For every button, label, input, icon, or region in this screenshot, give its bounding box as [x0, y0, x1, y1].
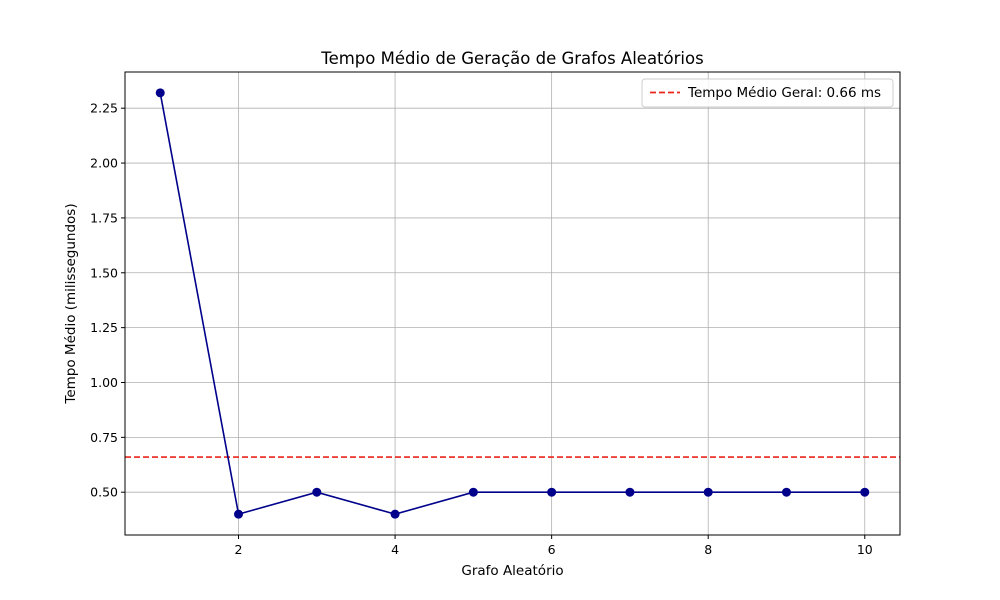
x-tick-label: 4 — [391, 542, 399, 557]
data-point — [155, 88, 165, 98]
data-point — [781, 487, 791, 497]
grid-lines — [125, 72, 900, 535]
legend-box — [641, 78, 894, 108]
x-tick-label: 10 — [857, 542, 873, 557]
x-tick-label: 2 — [235, 542, 243, 557]
data-point — [860, 487, 870, 497]
y-tick-label: 1.00 — [90, 375, 118, 390]
data-point — [234, 509, 244, 519]
y-axis-ticks: 0.50 0.75 1.00 1.25 1.50 1.75 2.00 2.25 — [90, 101, 125, 500]
y-tick-label: 1.75 — [90, 210, 118, 225]
x-axis-ticks: 2 4 6 8 10 — [235, 535, 873, 557]
legend: Tempo Médio Geral: 0.66 ms — [641, 78, 894, 108]
y-tick-label: 0.75 — [90, 430, 118, 445]
x-axis-label: Grafo Aleatório — [461, 563, 563, 579]
data-point — [390, 509, 400, 519]
series-line — [159, 92, 865, 516]
data-point — [547, 487, 557, 497]
y-axis-label: Tempo Médio (milissegundos) — [63, 203, 79, 404]
y-tick-label: 2.25 — [90, 101, 118, 116]
data-point — [468, 487, 478, 497]
y-tick-label: 2.00 — [90, 156, 118, 171]
data-point — [703, 487, 713, 497]
y-tick-label: 0.50 — [90, 485, 118, 500]
y-tick-label: 1.50 — [90, 265, 118, 280]
chart-title: Tempo Médio de Geração de Grafos Aleatór… — [320, 49, 703, 68]
data-point — [625, 487, 635, 497]
legend-label-reference-line: Tempo Médio Geral: 0.66 ms — [687, 85, 881, 101]
plot-area-frame — [124, 71, 901, 536]
y-tick-label: 1.25 — [90, 320, 118, 335]
x-tick-label: 8 — [704, 542, 712, 557]
x-tick-label: 6 — [548, 542, 556, 557]
series-layer — [155, 88, 870, 519]
data-point — [312, 487, 322, 497]
